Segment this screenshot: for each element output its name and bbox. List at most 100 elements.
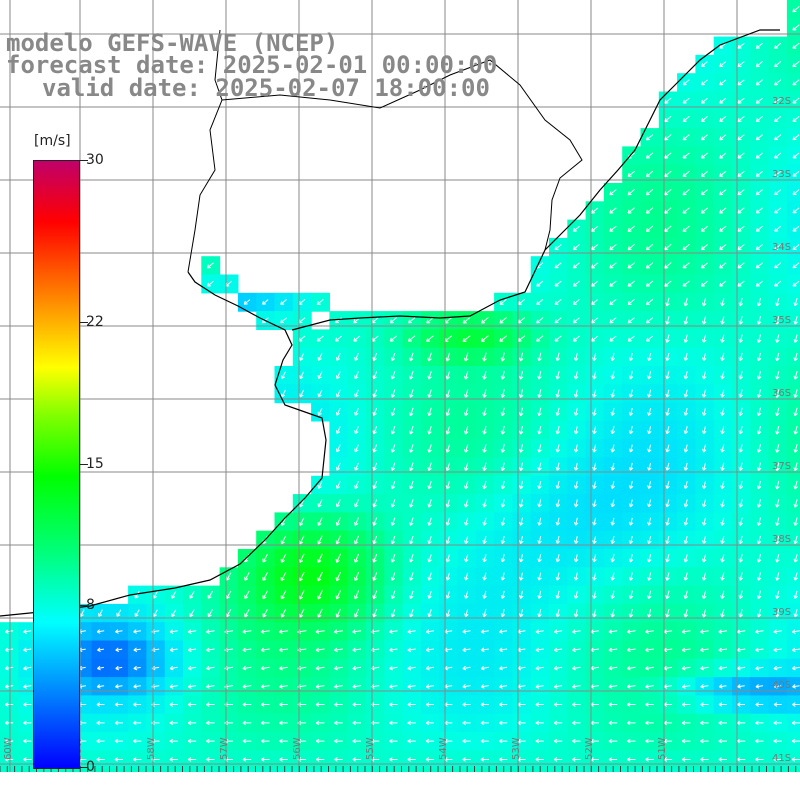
wind-arrow — [792, 170, 800, 177]
speed-cell — [695, 768, 715, 772]
wind-arrow — [683, 572, 689, 581]
wind-arrow — [627, 298, 635, 306]
wind-arrow — [555, 444, 561, 453]
wind-arrow — [555, 572, 561, 581]
wind-arrow — [592, 389, 597, 398]
wind-arrow — [738, 334, 744, 343]
wind-arrow — [664, 189, 672, 196]
wind-arrow — [335, 352, 341, 361]
wind-arrow — [427, 535, 432, 545]
wind-arrow — [96, 738, 105, 744]
wind-arrow — [519, 554, 524, 563]
wind-arrow — [610, 590, 615, 600]
wind-arrow — [445, 517, 451, 526]
wind-arrow — [206, 702, 215, 707]
wind-arrow — [315, 757, 325, 762]
wind-arrow — [700, 262, 709, 269]
wind-arrow — [260, 738, 270, 744]
wind-arrow — [354, 407, 359, 416]
wind-arrow — [187, 720, 197, 726]
wind-arrow — [464, 499, 469, 508]
wind-arrow — [665, 407, 670, 416]
wind-arrow — [464, 535, 469, 545]
wind-arrow — [665, 462, 670, 471]
wind-arrow — [572, 647, 581, 653]
wind-arrow — [755, 665, 764, 671]
wind-arrow — [700, 152, 709, 159]
wind-arrow — [702, 517, 707, 526]
wind-arrow — [628, 481, 634, 489]
speed-cell — [786, 311, 800, 330]
wind-arrow — [389, 720, 398, 726]
wind-arrow — [372, 389, 378, 398]
wind-arrow — [628, 371, 634, 380]
wind-arrow — [664, 243, 672, 251]
wind-arrow — [737, 684, 745, 689]
wind-arrow — [626, 684, 636, 689]
wind-arrow — [736, 738, 746, 744]
wind-arrow — [554, 335, 562, 342]
speed-cell — [786, 585, 800, 605]
wind-arrow — [553, 684, 563, 689]
wind-arrow — [316, 299, 324, 305]
wind-arrow — [592, 554, 597, 563]
wind-arrow — [647, 407, 652, 416]
latitude-label: 40S — [772, 680, 791, 691]
wind-arrow — [665, 517, 670, 526]
wind-arrow — [755, 207, 763, 214]
wind-arrow — [555, 425, 561, 435]
speed-cell — [549, 768, 568, 772]
wind-arrow — [719, 152, 727, 159]
wind-arrow — [334, 757, 343, 762]
wind-arrow — [409, 590, 414, 599]
longitude-label: 55W — [365, 737, 376, 760]
wind-arrow — [573, 608, 579, 618]
wind-arrow — [499, 684, 508, 689]
wind-arrow — [702, 352, 707, 362]
wind-arrow — [462, 684, 471, 689]
wind-arrow — [242, 647, 252, 653]
wind-arrow — [537, 425, 542, 435]
wind-arrow — [317, 499, 323, 508]
wind-arrow — [115, 684, 123, 689]
wind-arrow — [591, 280, 599, 287]
speed-cell — [274, 768, 294, 772]
wind-arrow — [755, 702, 764, 707]
wind-arrow — [407, 720, 416, 726]
wind-arrow — [718, 757, 727, 762]
wind-arrow — [682, 79, 690, 86]
wind-arrow — [737, 170, 745, 177]
wind-arrow — [555, 389, 561, 398]
wind-arrow — [573, 572, 579, 581]
wind-arrow — [317, 571, 323, 582]
wind-arrow — [681, 757, 691, 762]
wind-arrow — [738, 554, 744, 563]
wind-arrow — [572, 684, 581, 689]
wind-arrow — [774, 280, 782, 287]
wind-arrow — [317, 608, 323, 618]
wind-arrow — [720, 572, 725, 581]
wind-arrow — [500, 352, 506, 362]
colorbar-tick-label: 15 — [86, 455, 104, 472]
wind-arrow — [96, 702, 105, 707]
wind-arrow — [665, 352, 670, 362]
wind-arrow — [683, 426, 689, 435]
wind-arrow — [665, 297, 670, 307]
wind-arrow — [626, 647, 636, 653]
wind-arrow — [389, 757, 398, 762]
wind-arrow — [482, 352, 487, 362]
wind-arrow — [480, 647, 489, 653]
wind-arrow — [683, 590, 689, 600]
wind-arrow — [169, 702, 178, 707]
wind-arrow — [573, 554, 579, 563]
wind-arrow — [683, 389, 689, 398]
wind-arrow — [645, 152, 654, 159]
wind-arrow — [132, 738, 142, 744]
wind-map[interactable]: 60W59W58W57W56W55W54W53W52W51W 32S33S34S… — [0, 0, 800, 772]
wind-arrow — [354, 371, 359, 380]
wind-arrow — [719, 79, 727, 86]
wind-arrow — [372, 426, 378, 435]
wind-arrow — [260, 757, 270, 762]
wind-arrow — [317, 517, 323, 526]
wind-arrow — [736, 665, 746, 671]
